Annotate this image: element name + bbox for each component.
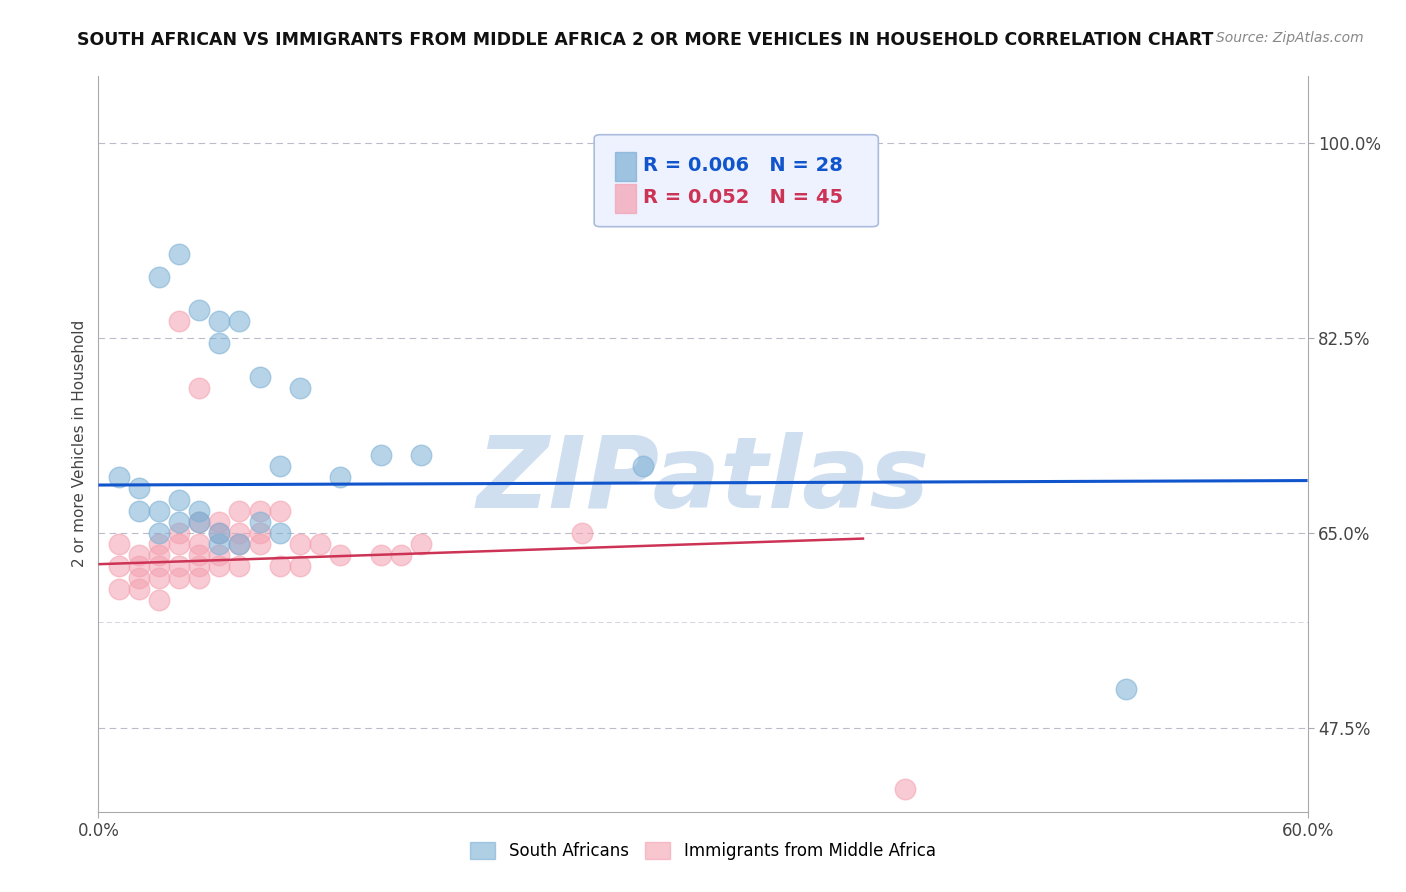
Point [167,314,190,328]
Point [249,515,271,529]
Point [107,470,129,484]
Point [288,381,311,395]
Point [571,525,593,540]
Point [249,537,271,551]
Point [208,515,231,529]
Point [208,525,231,540]
FancyBboxPatch shape [614,152,637,181]
Point [167,515,190,529]
FancyBboxPatch shape [595,135,879,227]
Point [1115,681,1137,696]
Point [409,537,432,551]
Point [249,369,271,384]
Point [208,559,231,574]
Point [370,548,392,562]
Point [128,481,150,495]
Point [167,537,190,551]
Point [893,782,915,797]
Point [409,448,432,462]
Point [249,525,271,540]
Point [107,582,129,596]
Text: SOUTH AFRICAN VS IMMIGRANTS FROM MIDDLE AFRICA 2 OR MORE VEHICLES IN HOUSEHOLD C: SOUTH AFRICAN VS IMMIGRANTS FROM MIDDLE … [77,31,1213,49]
Point [228,503,250,517]
Point [128,571,150,585]
Point [148,525,170,540]
Point [148,269,170,284]
Point [288,537,311,551]
Point [107,559,129,574]
Point [370,448,392,462]
Point [228,537,250,551]
Point [269,559,291,574]
FancyBboxPatch shape [614,184,637,213]
Point [309,537,332,551]
Y-axis label: 2 or more Vehicles in Household: 2 or more Vehicles in Household [72,320,87,567]
Point [269,525,291,540]
Text: Source: ZipAtlas.com: Source: ZipAtlas.com [1216,31,1364,45]
Point [188,303,211,318]
Point [188,559,211,574]
Legend: South Africans, Immigrants from Middle Africa: South Africans, Immigrants from Middle A… [464,836,942,867]
Text: R = 0.052   N = 45: R = 0.052 N = 45 [643,188,842,208]
Point [208,525,231,540]
Point [188,515,211,529]
Point [269,458,291,473]
Point [329,470,352,484]
Point [228,525,250,540]
Point [288,559,311,574]
Point [228,537,250,551]
Point [167,571,190,585]
Point [128,559,150,574]
Point [128,503,150,517]
Point [188,571,211,585]
Point [188,503,211,517]
Point [148,571,170,585]
Point [128,548,150,562]
Point [148,537,170,551]
Point [167,247,190,261]
Point [329,548,352,562]
Point [228,559,250,574]
Point [228,314,250,328]
Text: ZIPatlas: ZIPatlas [477,432,929,529]
Point [148,548,170,562]
Point [128,582,150,596]
Point [188,537,211,551]
Point [107,537,129,551]
Point [167,559,190,574]
Point [631,458,654,473]
Point [208,537,231,551]
Point [269,503,291,517]
Point [188,548,211,562]
Point [167,492,190,507]
Point [188,381,211,395]
Text: R = 0.006   N = 28: R = 0.006 N = 28 [643,156,842,175]
Point [148,592,170,607]
Point [208,336,231,351]
Point [249,503,271,517]
Point [208,314,231,328]
Point [167,525,190,540]
Point [188,515,211,529]
Point [148,503,170,517]
Point [208,548,231,562]
Point [148,559,170,574]
Point [389,548,412,562]
